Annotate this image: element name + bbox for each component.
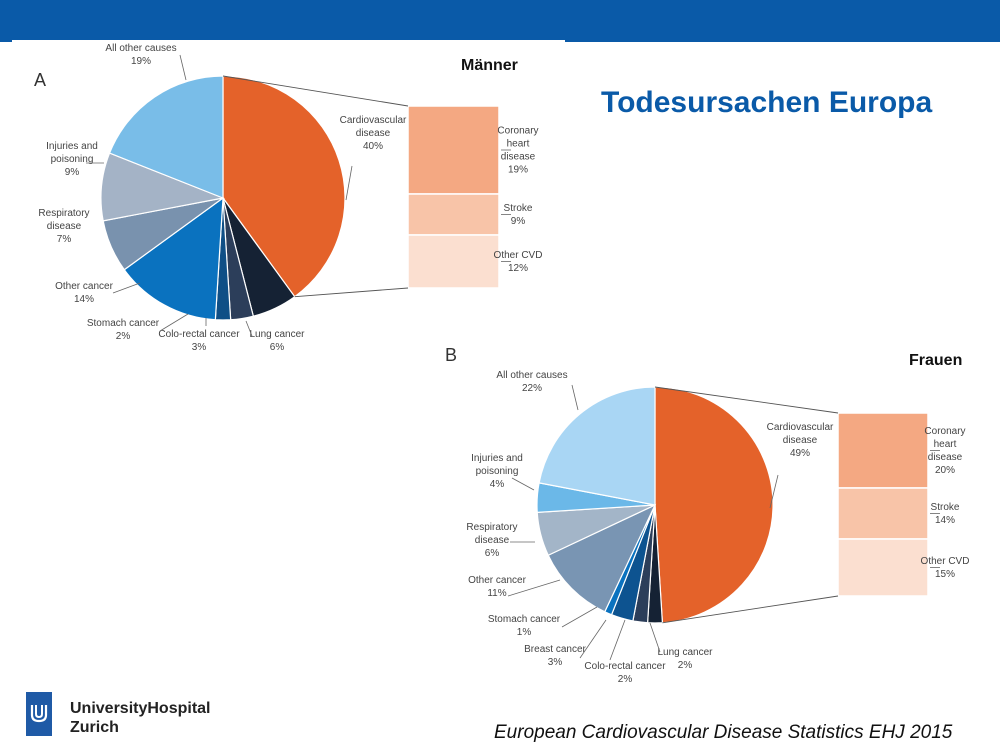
pie-a-label-cardiovascular-disease: Cardiovascular: [340, 115, 407, 126]
header-bar: [0, 0, 1000, 42]
pie-a-slice-all-other-causes: [108, 75, 224, 199]
pie-b-breakdown-label-coronary-heart-disease: heart: [934, 439, 957, 450]
pie-a-breakdown-label-coronary-heart-disease: disease: [501, 152, 536, 163]
pie-a-breakdown-other-cvd: [407, 234, 500, 289]
pie-b-breakdown-coronary-heart-disease: [837, 412, 929, 489]
pie-b-breakdown-label-other-cvd: 15%: [935, 569, 955, 580]
pie-b-label-cardiovascular-disease: 49%: [790, 448, 810, 459]
pie-b-breakdown-label-coronary-heart-disease: 20%: [935, 465, 955, 476]
pie-a-label-stomach-cancer: Stomach cancer: [87, 318, 160, 329]
pie-a-label-injuries-and-poisoning: 9%: [65, 167, 80, 178]
pie-b-leader-all-other-causes: [571, 384, 579, 411]
pie-b-label-respiratory-disease: Respiratory: [466, 522, 517, 533]
pie-b-label-cardiovascular-disease: Cardiovascular: [767, 422, 834, 433]
slide-title: Todesursachen Europa: [601, 86, 933, 119]
pie-b-leader-colo-rectal-cancer: [609, 619, 626, 661]
pie-b-breakdown-label-coronary-heart-disease: Coronary: [924, 426, 965, 437]
university-hospital-logo-icon: [26, 692, 52, 736]
pie-a-label-stomach-cancer: 2%: [116, 331, 131, 342]
logo-text: UniversityHospital Zurich: [70, 699, 210, 737]
pie-b-label-injuries-and-poisoning: Injuries and: [471, 453, 523, 464]
pie-a-leader-all-other-causes: [179, 54, 187, 81]
pie-b-slice-other-cancer: [547, 503, 657, 613]
pie-b-label-cardiovascular-disease: disease: [783, 435, 818, 446]
pie-b-leader-breast-cancer: [579, 619, 607, 659]
pie-a-label-respiratory-disease: 7%: [57, 234, 72, 245]
pie-b-label-other-cancer: Other cancer: [468, 575, 526, 586]
pie-b-slice-cardiovascular-disease: [654, 386, 774, 624]
pie-a-breakdown-label-stroke: Stroke: [504, 203, 533, 214]
logo-line-2: Zurich: [70, 719, 119, 736]
pie-a-connector-bottom: [294, 287, 409, 298]
pie-b-label-injuries-and-poisoning: poisoning: [476, 466, 519, 477]
pie-b-label-breast-cancer: 3%: [548, 657, 563, 668]
pie-b-label-stomach-cancer: Stomach cancer: [488, 614, 561, 625]
pie-a-breakdown-label-other-cvd: 12%: [508, 263, 528, 274]
pie-b-slice-all-other-causes: [538, 386, 656, 506]
pie-b-label-other-cancer: 11%: [487, 588, 506, 599]
pie-a-label-injuries-and-poisoning: poisoning: [51, 154, 94, 165]
panel-b-letter: B: [445, 345, 458, 365]
pie-b-label-all-other-causes: All other causes: [496, 370, 567, 381]
pie-a-label-colo-rectal-cancer: 3%: [192, 342, 207, 353]
pie-b-breakdown-stroke: [837, 487, 929, 540]
pie-b-breakdown-other-cvd: [837, 538, 929, 597]
pie-b-breakdown-label-stroke: 14%: [935, 515, 955, 526]
pie-b-label-injuries-and-poisoning: 4%: [490, 479, 505, 490]
pie-a-slice-other-cancer: [123, 196, 224, 321]
pie-b-leader-injuries-and-poisoning: [511, 477, 535, 491]
pie-b-label-respiratory-disease: 6%: [485, 548, 500, 559]
pie-a-breakdown-label-other-cvd: Other CVD: [494, 250, 543, 261]
pie-a-label-cardiovascular-disease: 40%: [363, 141, 383, 152]
pie-a-label-all-other-causes: 19%: [131, 56, 151, 67]
pie-a-breakdown-coronary-heart-disease: [407, 105, 500, 195]
pie-a-leader-other-cancer: [112, 282, 141, 294]
header-divider: [12, 40, 565, 44]
pie-a-label-respiratory-disease: disease: [47, 221, 82, 232]
pie-a-label-cardiovascular-disease: disease: [356, 128, 391, 139]
pie-a-breakdown-label-coronary-heart-disease: heart: [507, 139, 530, 150]
pie-a-leader-cardiovascular-disease: [345, 165, 353, 201]
pie-b-leader-lung-cancer: [649, 622, 661, 653]
pie-a-label-other-cancer: Other cancer: [55, 281, 113, 292]
pie-a-label-other-cancer: 14%: [74, 294, 94, 305]
pie-b-leader-other-cancer: [507, 579, 561, 597]
pie-a-breakdown-label-coronary-heart-disease: Coronary: [497, 126, 538, 137]
pie-a-connector-top: [222, 75, 409, 107]
pie-a-breakdown-label-stroke: 9%: [511, 216, 526, 227]
pie-a-label-lung-cancer: 6%: [270, 342, 285, 353]
pie-a-leader-stomach-cancer: [159, 313, 189, 332]
pie-b-label-lung-cancer: 2%: [678, 660, 693, 671]
pie-b-breakdown-label-other-cvd: Other CVD: [921, 556, 970, 567]
logo-line-1: UniversityHospital: [70, 700, 211, 717]
pie-b-leader-cardiovascular-disease: [769, 474, 779, 509]
pie-b-breakdown-label-stroke: Stroke: [931, 502, 960, 513]
pie-a-label-respiratory-disease: Respiratory: [38, 208, 89, 219]
pie-b-label-breast-cancer: Breast cancer: [524, 644, 586, 655]
pie-a-breakdown-stroke: [407, 193, 500, 236]
pie-b-label-stomach-cancer: 1%: [517, 627, 532, 638]
pie-a-label-injuries-and-poisoning: Injuries and: [46, 141, 98, 152]
pie-a-label-colo-rectal-cancer: Colo-rectal cancer: [158, 329, 240, 340]
pie-b-leader-stomach-cancer: [561, 606, 598, 628]
panel-b-title: Frauen: [909, 352, 963, 369]
pie-b-connector-top: [654, 386, 839, 414]
citation: European Cardiovascular Disease Statisti…: [494, 722, 953, 743]
pie-a-breakdown-label-coronary-heart-disease: 19%: [508, 165, 528, 176]
pie-b-label-lung-cancer: Lung cancer: [657, 647, 713, 658]
pie-b-label-colo-rectal-cancer: Colo-rectal cancer: [584, 661, 666, 672]
panel-a-letter: A: [34, 70, 47, 90]
pie-b-label-all-other-causes: 22%: [522, 383, 542, 394]
pie-b-label-colo-rectal-cancer: 2%: [618, 674, 633, 685]
pie-b-breakdown-label-coronary-heart-disease: disease: [928, 452, 963, 463]
pie-b-label-respiratory-disease: disease: [475, 535, 510, 546]
pie-a-label-lung-cancer: Lung cancer: [249, 329, 305, 340]
pie-a-leader-lung-cancer: [245, 320, 253, 337]
pie-a-label-all-other-causes: All other causes: [105, 43, 176, 54]
panel-a-title: Männer: [461, 57, 518, 74]
pie-b-connector-bottom: [662, 595, 839, 624]
